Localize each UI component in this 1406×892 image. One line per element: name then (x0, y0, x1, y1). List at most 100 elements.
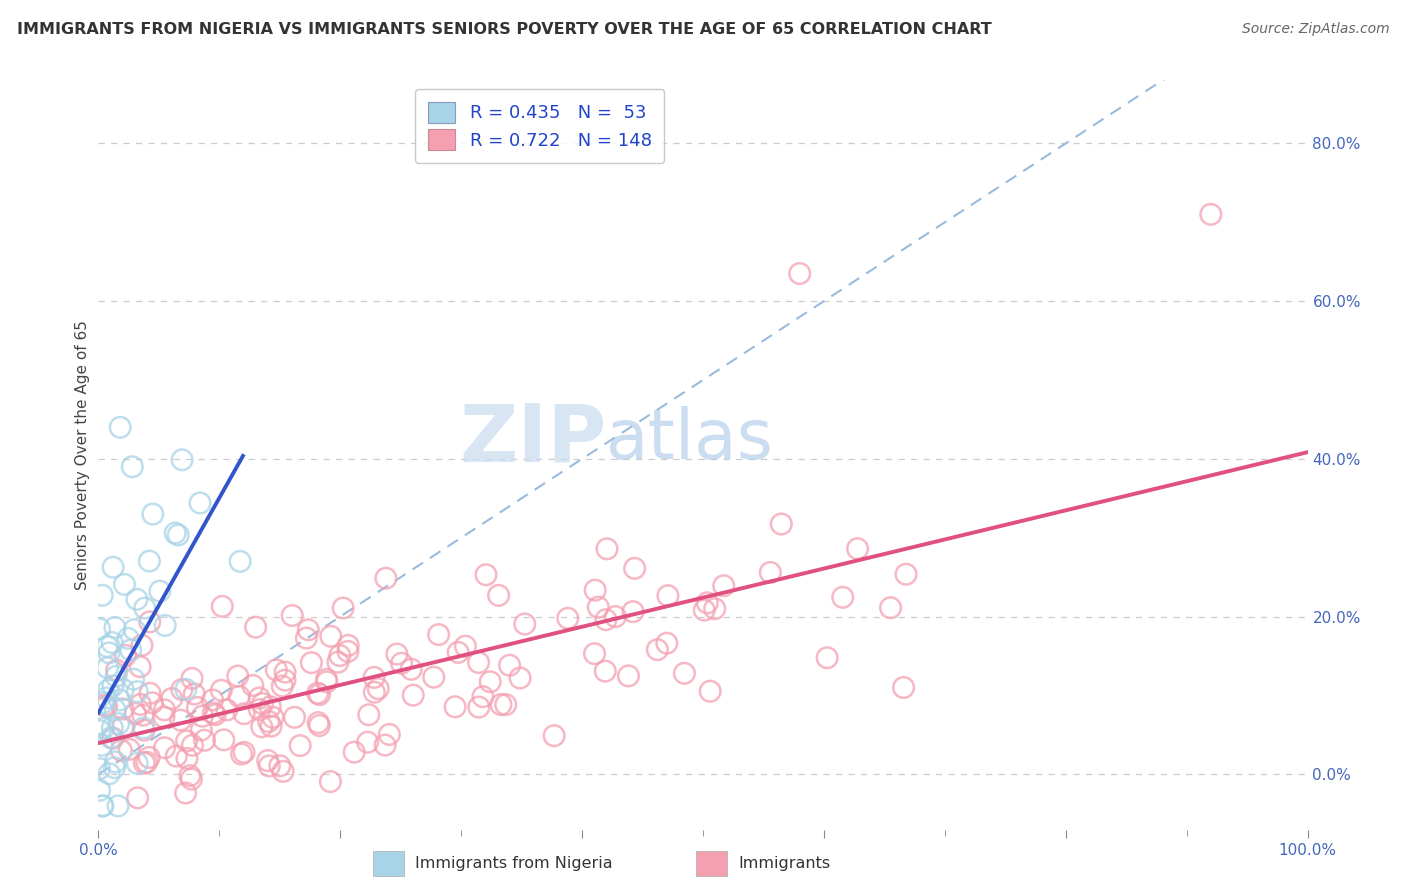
Point (91, 798, 114, 813)
Point (101, 731, 124, 745)
Point (759, 566, 782, 580)
Point (167, 528, 190, 542)
Point (107, 716, 129, 731)
Point (103, 761, 125, 775)
Point (498, 658, 520, 673)
Point (815, 650, 838, 665)
Point (96, 699, 118, 714)
Point (153, 618, 176, 632)
Point (138, 554, 160, 568)
Point (260, 719, 283, 733)
Point (93, 721, 115, 735)
Point (97, 683, 120, 698)
Point (127, 684, 149, 698)
Point (247, 690, 270, 705)
Point (402, 688, 425, 702)
Point (127, 756, 149, 771)
Point (693, 603, 716, 617)
Point (583, 583, 606, 598)
Point (111, 720, 134, 734)
Text: IMMIGRANTS FROM NIGERIA VS IMMIGRANTS SENIORS POVERTY OVER THE AGE OF 65 CORRELA: IMMIGRANTS FROM NIGERIA VS IMMIGRANTS SE… (17, 22, 991, 37)
Point (107, 798, 129, 813)
Point (138, 750, 160, 764)
Point (100, 731, 122, 745)
Point (479, 674, 502, 689)
Point (699, 684, 721, 698)
Point (186, 700, 208, 714)
Point (454, 639, 477, 653)
Point (181, 672, 204, 686)
Point (112, 682, 135, 697)
Point (319, 774, 342, 789)
Point (623, 561, 645, 575)
Point (299, 656, 322, 670)
Point (374, 571, 396, 585)
Point (509, 671, 531, 685)
Text: ZIP: ZIP (458, 401, 606, 479)
Point (271, 679, 294, 693)
Point (1199, 207, 1222, 221)
Point (242, 678, 264, 692)
Point (105, 663, 128, 677)
Text: Immigrants from Nigeria: Immigrants from Nigeria (415, 856, 613, 871)
Point (174, 682, 197, 697)
Point (468, 700, 491, 714)
Y-axis label: Seniors Poverty Over the Age of 65: Seniors Poverty Over the Age of 65 (75, 320, 90, 590)
Point (617, 669, 640, 683)
Point (89, 716, 111, 731)
Point (135, 756, 157, 770)
Point (134, 723, 156, 738)
Point (114, 577, 136, 591)
Point (447, 645, 470, 659)
Point (229, 554, 252, 568)
Point (401, 662, 423, 676)
Point (770, 516, 793, 531)
Point (262, 710, 284, 724)
Point (621, 605, 644, 619)
Point (257, 714, 280, 729)
Point (893, 681, 915, 695)
Point (122, 623, 145, 637)
Point (295, 631, 318, 645)
Point (124, 706, 146, 721)
Point (274, 665, 297, 679)
Point (110, 743, 132, 757)
Point (315, 674, 337, 689)
Point (696, 596, 718, 610)
Point (657, 589, 679, 603)
Point (104, 703, 127, 717)
Point (101, 635, 124, 649)
Point (297, 623, 319, 637)
Point (129, 659, 152, 673)
Point (252, 697, 274, 711)
Point (181, 739, 204, 753)
Point (176, 734, 198, 748)
Point (91, 588, 114, 602)
Point (89, 723, 111, 738)
Point (259, 699, 281, 714)
Point (283, 710, 305, 724)
Point (96, 640, 118, 654)
Point (288, 739, 311, 753)
Point (831, 591, 853, 605)
Point (170, 682, 193, 697)
Point (427, 627, 450, 641)
Point (111, 702, 134, 716)
Point (160, 691, 183, 706)
Point (91, 798, 114, 813)
Point (134, 756, 156, 771)
Point (226, 669, 249, 683)
Point (174, 786, 197, 800)
Point (142, 507, 165, 521)
Text: Immigrants: Immigrants (738, 856, 831, 871)
Point (249, 703, 271, 717)
Point (202, 706, 225, 720)
Point (495, 698, 517, 712)
Point (139, 615, 162, 629)
Point (165, 526, 187, 541)
Point (319, 629, 342, 643)
Point (201, 693, 224, 707)
Point (489, 698, 512, 712)
Point (228, 690, 250, 704)
Point (308, 718, 330, 732)
